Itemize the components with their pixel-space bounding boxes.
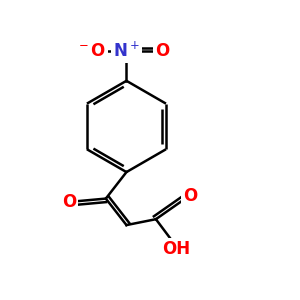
Text: N$^+$: N$^+$ bbox=[113, 42, 140, 61]
Text: OH: OH bbox=[162, 240, 190, 258]
Text: O: O bbox=[62, 193, 76, 211]
Text: $^-$O: $^-$O bbox=[76, 42, 106, 60]
Text: O: O bbox=[183, 187, 197, 205]
Text: O: O bbox=[155, 42, 169, 60]
